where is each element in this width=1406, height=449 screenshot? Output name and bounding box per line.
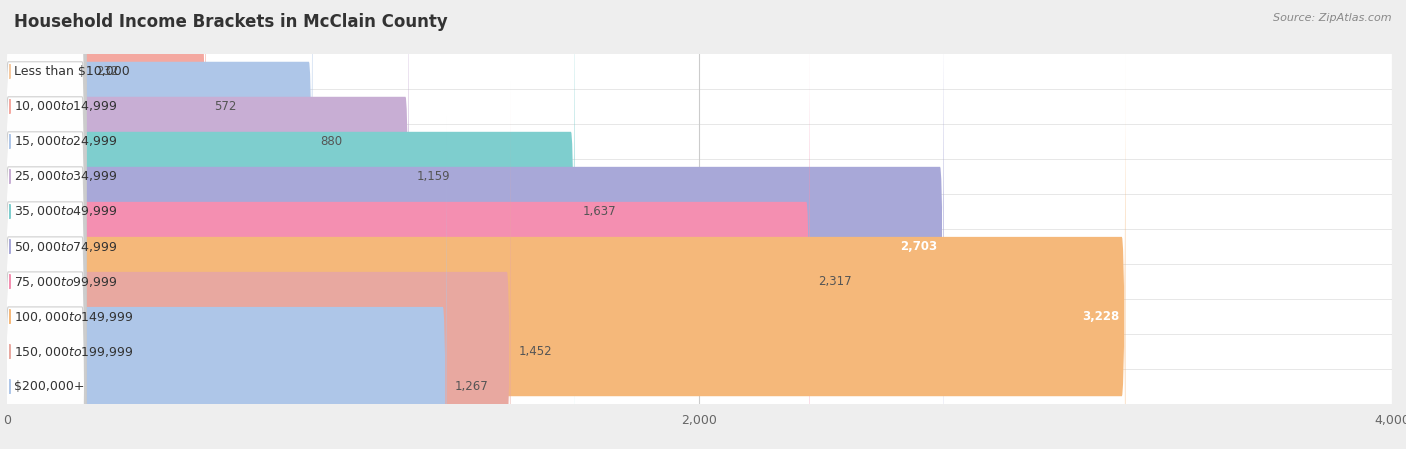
Bar bbox=[7, 124, 1392, 159]
FancyBboxPatch shape bbox=[4, 0, 86, 412]
Bar bbox=[7, 299, 1392, 334]
FancyBboxPatch shape bbox=[4, 0, 86, 449]
Text: 1,452: 1,452 bbox=[519, 345, 553, 358]
Bar bbox=[7, 334, 1392, 369]
FancyBboxPatch shape bbox=[7, 0, 205, 377]
Text: 232: 232 bbox=[96, 65, 118, 78]
Text: $15,000 to $24,999: $15,000 to $24,999 bbox=[14, 134, 118, 149]
Text: 1,267: 1,267 bbox=[454, 380, 488, 393]
FancyBboxPatch shape bbox=[4, 0, 86, 377]
FancyBboxPatch shape bbox=[7, 0, 89, 342]
Text: $75,000 to $99,999: $75,000 to $99,999 bbox=[14, 274, 118, 289]
FancyBboxPatch shape bbox=[4, 0, 86, 342]
Text: $25,000 to $34,999: $25,000 to $34,999 bbox=[14, 169, 118, 184]
FancyBboxPatch shape bbox=[4, 0, 86, 447]
Text: 1,159: 1,159 bbox=[418, 170, 450, 183]
Text: $200,000+: $200,000+ bbox=[14, 380, 84, 393]
Bar bbox=[7, 159, 1392, 194]
Bar bbox=[7, 264, 1392, 299]
Text: 1,637: 1,637 bbox=[582, 205, 616, 218]
Text: Household Income Brackets in McClain County: Household Income Brackets in McClain Cou… bbox=[14, 13, 447, 31]
Text: $100,000 to $149,999: $100,000 to $149,999 bbox=[14, 309, 134, 324]
FancyBboxPatch shape bbox=[7, 81, 510, 449]
Bar bbox=[7, 54, 1392, 89]
FancyBboxPatch shape bbox=[7, 116, 446, 449]
Bar bbox=[7, 194, 1392, 229]
Text: $10,000 to $14,999: $10,000 to $14,999 bbox=[14, 99, 118, 114]
Bar bbox=[7, 229, 1392, 264]
Text: Source: ZipAtlas.com: Source: ZipAtlas.com bbox=[1274, 13, 1392, 23]
Text: Less than $10,000: Less than $10,000 bbox=[14, 65, 129, 78]
FancyBboxPatch shape bbox=[7, 0, 409, 447]
Text: 880: 880 bbox=[321, 135, 343, 148]
Text: 2,317: 2,317 bbox=[818, 275, 852, 288]
Text: 572: 572 bbox=[214, 100, 236, 113]
Bar bbox=[7, 89, 1392, 124]
FancyBboxPatch shape bbox=[7, 0, 312, 412]
FancyBboxPatch shape bbox=[4, 81, 86, 449]
Text: $35,000 to $49,999: $35,000 to $49,999 bbox=[14, 204, 118, 219]
FancyBboxPatch shape bbox=[7, 0, 575, 449]
FancyBboxPatch shape bbox=[4, 116, 86, 449]
Bar bbox=[7, 369, 1392, 404]
Text: $150,000 to $199,999: $150,000 to $199,999 bbox=[14, 344, 134, 359]
FancyBboxPatch shape bbox=[4, 11, 86, 449]
FancyBboxPatch shape bbox=[4, 46, 86, 449]
Text: $50,000 to $74,999: $50,000 to $74,999 bbox=[14, 239, 118, 254]
FancyBboxPatch shape bbox=[7, 0, 943, 449]
FancyBboxPatch shape bbox=[7, 46, 1125, 449]
FancyBboxPatch shape bbox=[4, 0, 86, 449]
FancyBboxPatch shape bbox=[7, 11, 810, 449]
Text: 2,703: 2,703 bbox=[901, 240, 938, 253]
Text: 3,228: 3,228 bbox=[1083, 310, 1119, 323]
